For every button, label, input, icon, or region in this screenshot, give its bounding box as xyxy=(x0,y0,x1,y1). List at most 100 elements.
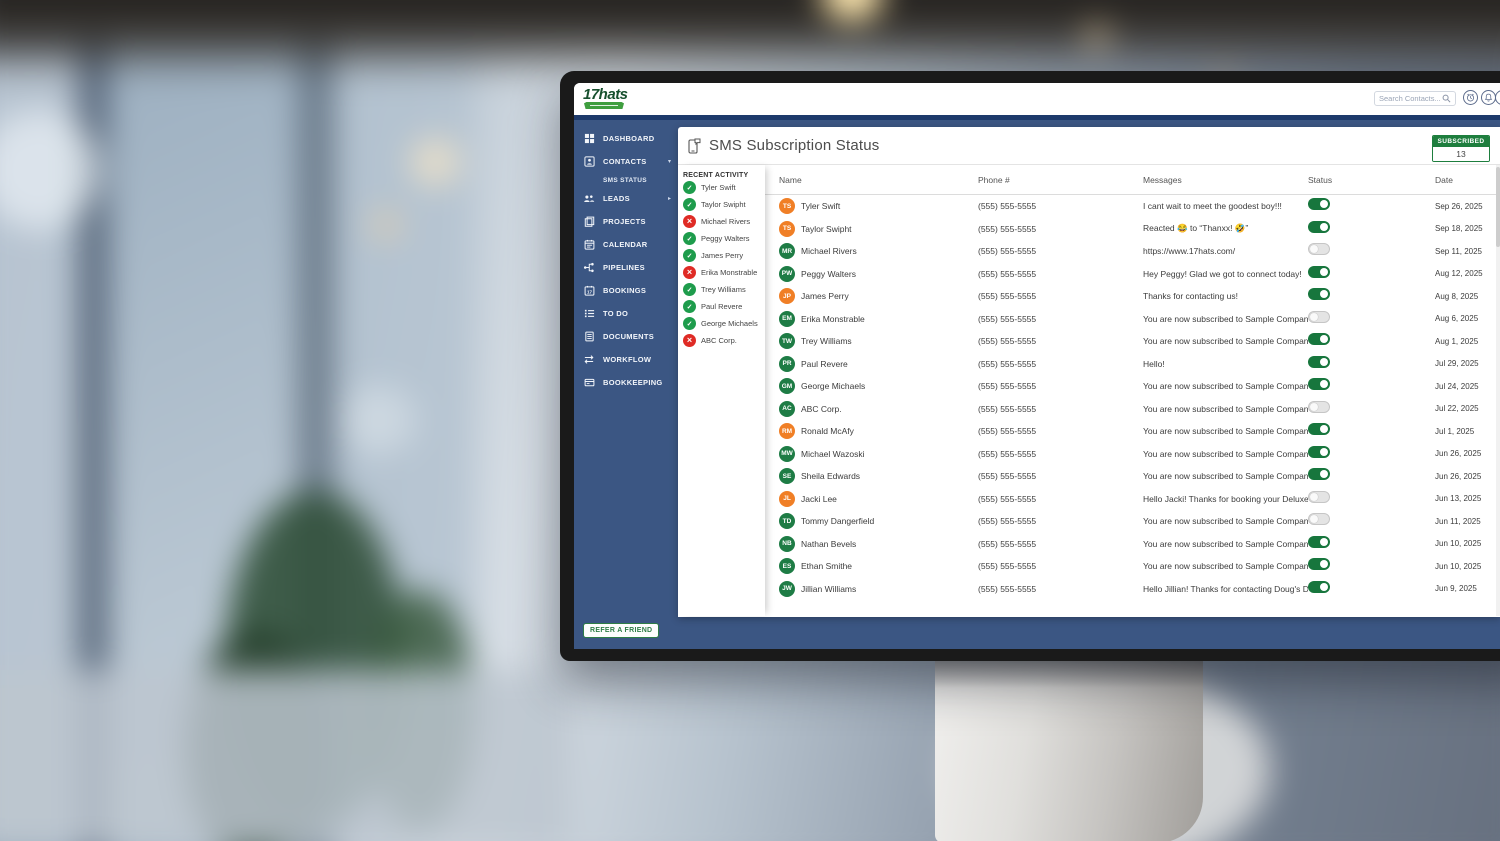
sidebar-item-dashboard[interactable]: DASHBOARD xyxy=(574,127,678,150)
contact-name[interactable]: Jillian Williams xyxy=(801,583,857,594)
subscription-toggle[interactable] xyxy=(1308,490,1330,503)
recent-activity-item[interactable]: × Erika Monstrable xyxy=(683,264,760,281)
recent-activity-item[interactable]: × Michael Rivers xyxy=(683,213,760,230)
contact-name[interactable]: Ronald McAfy xyxy=(801,426,854,437)
check-circle-icon: ✓ xyxy=(683,198,696,211)
contact-avatar: JP xyxy=(779,288,795,305)
contact-avatar: PR xyxy=(779,355,795,372)
contact-name[interactable]: Peggy Walters xyxy=(801,268,856,279)
contact-name[interactable]: George Michaels xyxy=(801,381,866,392)
contact-name[interactable]: Trey Williams xyxy=(801,336,852,347)
subscription-toggle[interactable] xyxy=(1308,198,1330,211)
search-input[interactable] xyxy=(1379,94,1442,103)
sidebar-item-bookkeeping[interactable]: BOOKKEEPING xyxy=(574,371,678,394)
contact-phone: (555) 555-5555 xyxy=(978,291,1037,302)
caret-right-icon: ▸ xyxy=(667,196,671,202)
contact-name[interactable]: Michael Rivers xyxy=(801,246,857,257)
table-body: TS Tyler Swift (555) 555-5555 I cant wait… xyxy=(765,195,1500,600)
subscription-toggle[interactable] xyxy=(1308,220,1330,233)
table-header: Name Phone # Messages Status Date xyxy=(765,165,1500,195)
contact-avatar: TD xyxy=(779,513,795,530)
recent-activity-item[interactable]: ✓ Peggy Walters xyxy=(683,230,760,247)
check-circle-icon: ✓ xyxy=(683,317,696,330)
recent-activity-item[interactable]: ✓ George Michaels xyxy=(683,315,760,332)
activity-contact-name: Tyler Swift xyxy=(701,183,736,192)
contact-avatar: TS xyxy=(779,198,795,215)
table-row: MR Michael Rivers (555) 555-5555 https://… xyxy=(765,240,1500,263)
contact-phone: (555) 555-5555 xyxy=(978,426,1037,437)
subscription-toggle[interactable] xyxy=(1308,400,1330,413)
sidebar-item-bookings[interactable]: 17 BOOKINGS xyxy=(574,279,678,302)
contact-search[interactable] xyxy=(1374,91,1456,106)
brand-logo[interactable]: 17hats xyxy=(583,87,629,109)
contact-name[interactable]: Tommy Dangerfield xyxy=(801,516,875,527)
x-circle-icon: × xyxy=(683,334,696,347)
recent-activity-item[interactable]: ✓ Paul Revere xyxy=(683,298,760,315)
contact-name[interactable]: Ethan Smithe xyxy=(801,561,853,572)
contact-name[interactable]: Taylor Swipht xyxy=(801,223,852,234)
contact-name[interactable]: Jacki Lee xyxy=(801,493,837,504)
contact-name[interactable]: Tyler Swift xyxy=(801,201,841,212)
recent-activity-item[interactable]: ✓ James Perry xyxy=(683,247,760,264)
last-message: You are now subscribed to Sample Company… xyxy=(1143,471,1308,482)
sidebar-item-label: TO DO xyxy=(603,309,629,318)
recent-activity-item[interactable]: × ABC Corp. xyxy=(683,332,760,349)
last-message: You are now subscribed to Sample Company… xyxy=(1143,313,1308,324)
subscription-toggle[interactable] xyxy=(1308,423,1330,436)
sidebar-item-contacts[interactable]: CONTACTS ▾ xyxy=(574,150,678,173)
contact-name[interactable]: ABC Corp. xyxy=(801,403,842,414)
alerts-icon[interactable] xyxy=(1481,90,1496,105)
subscription-toggle[interactable] xyxy=(1308,333,1330,346)
subscription-toggle[interactable] xyxy=(1308,580,1330,593)
timer-icon[interactable] xyxy=(1463,90,1478,105)
recent-activity-item[interactable]: ✓ Taylor Swipht xyxy=(683,196,760,213)
subscription-toggle[interactable] xyxy=(1308,355,1330,368)
sidebar-item-calendar[interactable]: CALENDAR xyxy=(574,233,678,256)
subscription-toggle[interactable] xyxy=(1308,468,1330,481)
subscription-toggle[interactable] xyxy=(1308,535,1330,548)
contact-phone: (555) 555-5555 xyxy=(978,336,1037,347)
last-message: You are now subscribed to Sample Company… xyxy=(1143,538,1308,549)
subscription-toggle[interactable] xyxy=(1308,378,1330,391)
contact-name[interactable]: Michael Wazoski xyxy=(801,448,865,459)
sidebar-item-projects[interactable]: PROJECTS xyxy=(574,210,678,233)
sidebar-item-leads[interactable]: LEADS ▸ xyxy=(574,187,678,210)
subscription-toggle[interactable] xyxy=(1308,310,1330,323)
sidebar-item-label: DASHBOARD xyxy=(603,134,655,143)
subscription-toggle[interactable] xyxy=(1308,445,1330,458)
message-date: Sep 26, 2025 xyxy=(1435,201,1483,211)
todo-icon xyxy=(583,308,595,320)
recent-activity-item[interactable]: ✓ Tyler Swift xyxy=(683,179,760,196)
message-date: Jul 29, 2025 xyxy=(1435,359,1479,369)
contact-name[interactable]: Sheila Edwards xyxy=(801,471,861,482)
recent-activity-item[interactable]: ✓ Trey Williams xyxy=(683,281,760,298)
sidebar-item-documents[interactable]: DOCUMENTS xyxy=(574,325,678,348)
sidebar-item-workflow[interactable]: WORKFLOW xyxy=(574,348,678,371)
app-body: DASHBOARD CONTACTS ▾ SMS STATUS LEADS ▸ PRO… xyxy=(574,120,1500,649)
subscription-toggle[interactable] xyxy=(1308,288,1330,301)
refer-a-friend-button[interactable]: REFER A FRIEND xyxy=(583,623,660,638)
message-date: Jun 26, 2025 xyxy=(1435,471,1482,481)
recent-activity-list: ✓ Tyler Swift ✓ Taylor Swipht × Michael Ri… xyxy=(683,179,760,349)
contact-name[interactable]: Paul Revere xyxy=(801,358,848,369)
account-icon[interactable] xyxy=(1495,90,1500,105)
contact-name[interactable]: Erika Monstrable xyxy=(801,313,865,324)
sidebar-subitem-sms-status[interactable]: SMS STATUS xyxy=(574,173,678,187)
sidebar-item-pipelines[interactable]: PIPELINES xyxy=(574,256,678,279)
monitor-stand xyxy=(935,658,1203,841)
sidebar-item-todo[interactable]: TO DO xyxy=(574,302,678,325)
subscription-toggle[interactable] xyxy=(1308,243,1330,256)
message-date: Sep 18, 2025 xyxy=(1435,224,1483,234)
subscription-toggle[interactable] xyxy=(1308,265,1330,278)
subscription-toggle[interactable] xyxy=(1308,513,1330,526)
contact-name[interactable]: James Perry xyxy=(801,291,849,302)
table-scrollbar[interactable] xyxy=(1496,165,1500,616)
last-message: https://www.17hats.com/ xyxy=(1143,246,1236,257)
check-circle-icon: ✓ xyxy=(683,249,696,262)
check-circle-icon: ✓ xyxy=(683,232,696,245)
contact-name[interactable]: Nathan Bevels xyxy=(801,538,857,549)
subscription-toggle[interactable] xyxy=(1308,558,1330,571)
table-row: TD Tommy Dangerfield (555) 555-5555 You a… xyxy=(765,510,1500,533)
last-message: You are now subscribed to Sample Company… xyxy=(1143,561,1308,572)
